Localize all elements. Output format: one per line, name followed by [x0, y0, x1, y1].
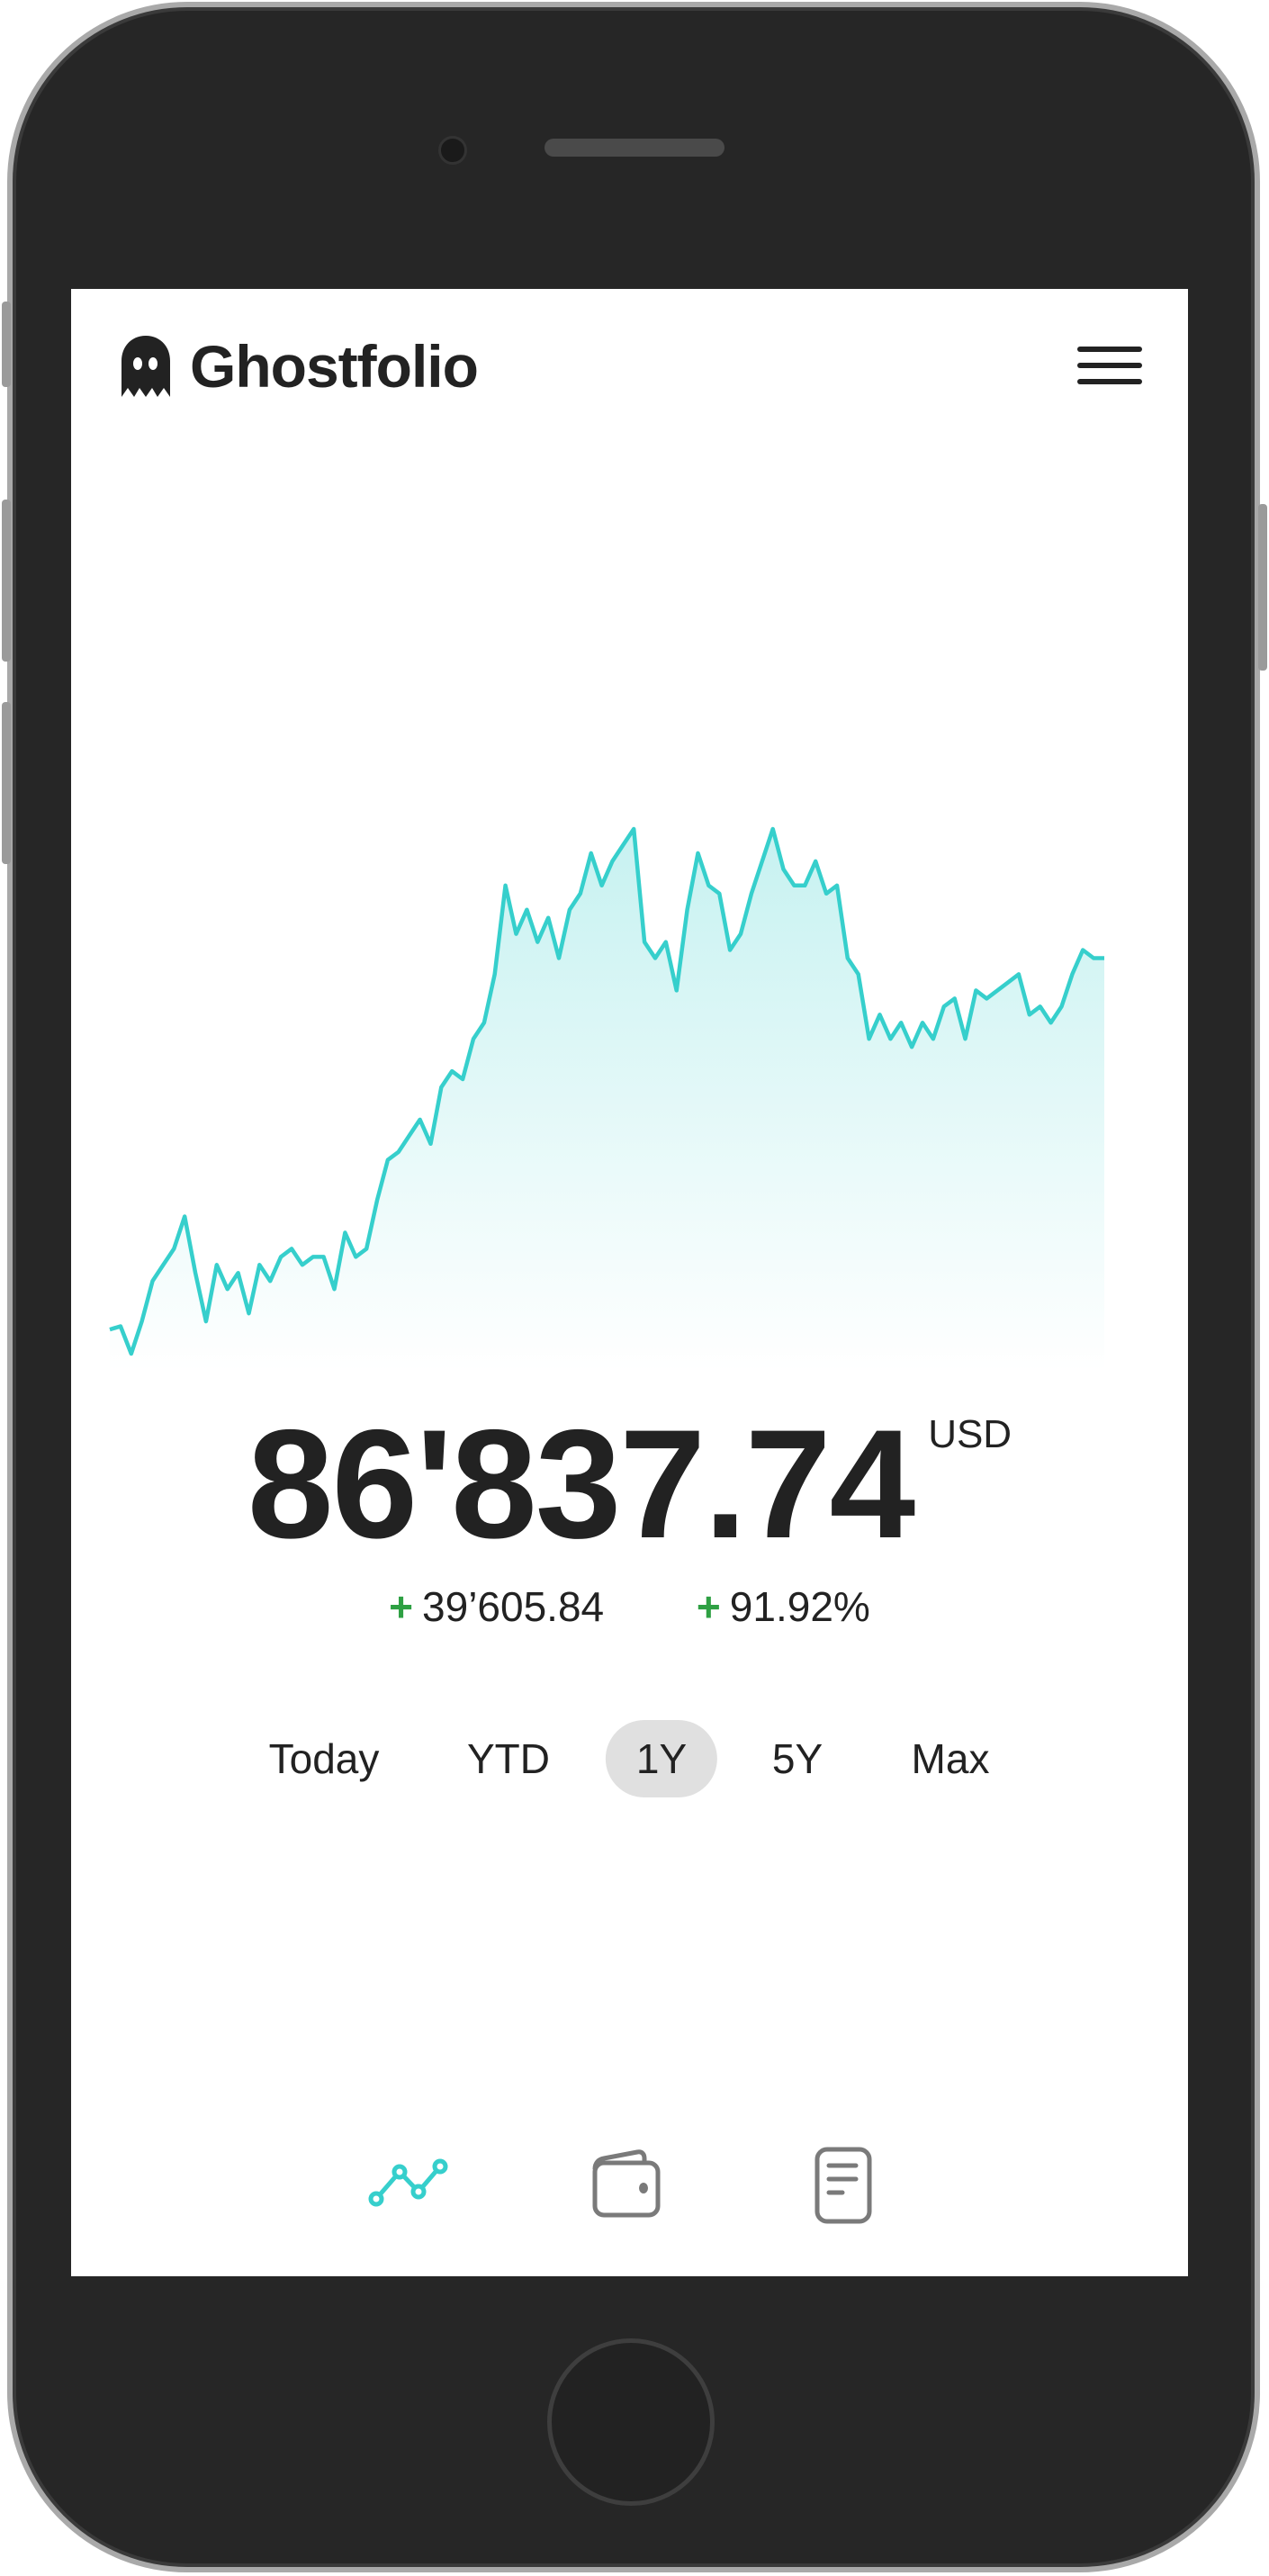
performance-chart [109, 826, 1104, 1372]
home-button[interactable] [547, 2338, 715, 2506]
currency-label: USD [928, 1412, 1012, 1456]
app-title: Ghostfolio [190, 333, 479, 400]
date-range-selector: Today YTD 1Y 5Y Max [71, 1720, 1188, 1797]
power-button [1258, 504, 1267, 671]
logo[interactable]: Ghostfolio [120, 332, 479, 401]
plus-sign: + [389, 1583, 414, 1630]
portfolio-value-amount: 86'837.74 [247, 1398, 915, 1571]
ghost-icon [122, 336, 170, 397]
app-screen: Ghostfolio 86'837.74 USD +39’605.84 +91.… [71, 289, 1188, 2276]
volume-up-button [2, 500, 11, 662]
absolute-change-value: 39’605.84 [422, 1583, 605, 1630]
chart-line [109, 826, 1104, 1356]
percent-change-value: 91.92% [729, 1583, 870, 1630]
performance-changes: +39’605.84 +91.92% [71, 1581, 1188, 1632]
range-max[interactable]: Max [911, 1735, 990, 1782]
document-icon [814, 2147, 872, 2224]
wallet-icon [592, 2149, 661, 2218]
nav-home[interactable] [367, 2156, 457, 2214]
volume-down-button [2, 702, 11, 864]
percent-change: +91.92% [697, 1581, 870, 1632]
range-5y[interactable]: 5Y [771, 1735, 824, 1782]
hamburger-menu-icon[interactable] [1077, 345, 1144, 386]
plus-sign: + [696, 1583, 721, 1630]
earpiece-speaker [544, 139, 724, 157]
line-chart-icon [368, 2158, 448, 2207]
absolute-change: +39’605.84 [389, 1581, 604, 1632]
portfolio-value: 86'837.74 USD [71, 1394, 1188, 1574]
front-camera [438, 136, 467, 165]
mute-switch [2, 302, 11, 387]
nav-activities[interactable] [813, 2147, 876, 2229]
chart-area-fill [110, 829, 1104, 1372]
bottom-navigation [71, 2147, 1188, 2237]
range-ytd[interactable]: YTD [467, 1735, 550, 1782]
nav-holdings[interactable] [588, 2147, 669, 2223]
range-today[interactable]: Today [268, 1735, 380, 1782]
range-1y[interactable]: 1Y [605, 1720, 718, 1797]
